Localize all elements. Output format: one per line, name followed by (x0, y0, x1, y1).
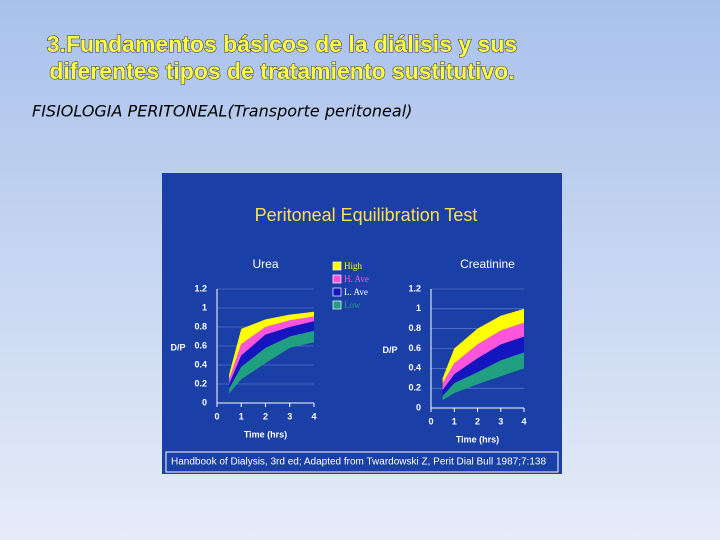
x-tick-label: 3 (498, 416, 503, 426)
band-area (229, 330, 314, 394)
band-area (229, 316, 314, 384)
band-area (442, 322, 524, 391)
chart-title: Creatinine (460, 257, 515, 271)
y-tick-label: 0 (416, 402, 421, 412)
x-axis-label: Time (hrs) (456, 434, 499, 444)
y-axis-label: D/P (382, 345, 397, 355)
legend-swatch (332, 287, 342, 297)
y-tick-label: 0.6 (408, 343, 421, 353)
x-tick-label: 4 (521, 416, 526, 426)
y-tick-label: 0.6 (194, 340, 207, 350)
slide-title: 3.Fundamentos básicos de la diálisis y s… (47, 31, 517, 57)
y-tick-label: 0.8 (408, 323, 421, 333)
x-tick-label: 4 (311, 411, 316, 421)
x-axis-label: Time (hrs) (244, 429, 287, 439)
footnote-box (165, 451, 559, 473)
legend-swatch (332, 274, 342, 284)
x-tick-label: 1 (239, 411, 244, 421)
slide-title: diferentes tipos de tratamiento sustitut… (49, 58, 514, 84)
y-tick-label: 0 (202, 397, 207, 407)
band-area (442, 336, 524, 397)
band-area (229, 311, 314, 380)
band-area (442, 308, 524, 384)
legend-label: High (344, 261, 363, 271)
y-tick-label: 1 (416, 303, 421, 313)
y-tick-label: 0.8 (194, 321, 207, 331)
x-tick-label: 2 (263, 411, 268, 421)
legend-label: H. Ave (344, 274, 369, 284)
legend-label: Low (344, 300, 361, 310)
legend-swatch (332, 261, 342, 271)
chart-title: Urea (252, 257, 278, 271)
x-tick-label: 3 (287, 411, 292, 421)
y-tick-label: 1.2 (408, 283, 421, 293)
x-tick-label: 1 (452, 416, 457, 426)
y-tick-label: 1 (202, 302, 207, 312)
y-tick-label: 0.2 (194, 378, 207, 388)
legend-label: L. Ave (344, 287, 368, 297)
y-tick-label: 1.2 (194, 283, 207, 293)
figure-title: Peritoneal Equilibration Test (255, 205, 478, 225)
slide-subtitle: FISIOLOGIA PERITONEAL(Transporte periton… (32, 102, 412, 121)
y-axis-label: D/P (170, 342, 185, 352)
band-area (442, 352, 524, 401)
x-tick-label: 0 (428, 416, 433, 426)
y-tick-label: 0.4 (408, 363, 421, 373)
x-tick-label: 0 (214, 411, 219, 421)
x-tick-label: 2 (475, 416, 480, 426)
band-area (229, 321, 314, 389)
y-tick-label: 0.2 (408, 383, 421, 393)
y-tick-label: 0.4 (194, 359, 207, 369)
footnote: Handbook of Dialysis, 3rd ed; Adapted fr… (171, 457, 546, 468)
legend-swatch (332, 300, 342, 310)
